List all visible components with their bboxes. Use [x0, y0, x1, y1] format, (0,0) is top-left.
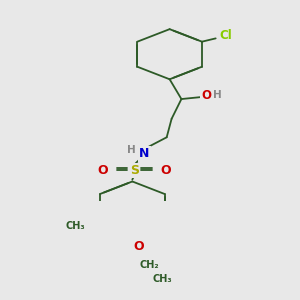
- Text: N: N: [139, 147, 149, 160]
- Text: CH₂: CH₂: [139, 260, 159, 270]
- Text: Cl: Cl: [219, 29, 232, 42]
- Text: S: S: [130, 164, 139, 177]
- Text: H: H: [213, 90, 222, 100]
- Text: CH₃: CH₃: [153, 274, 172, 284]
- Text: O: O: [98, 164, 108, 177]
- Text: CH₃: CH₃: [66, 220, 85, 231]
- Text: O: O: [160, 164, 171, 177]
- Text: H: H: [127, 145, 136, 155]
- Text: O: O: [201, 88, 211, 102]
- Text: O: O: [133, 240, 143, 253]
